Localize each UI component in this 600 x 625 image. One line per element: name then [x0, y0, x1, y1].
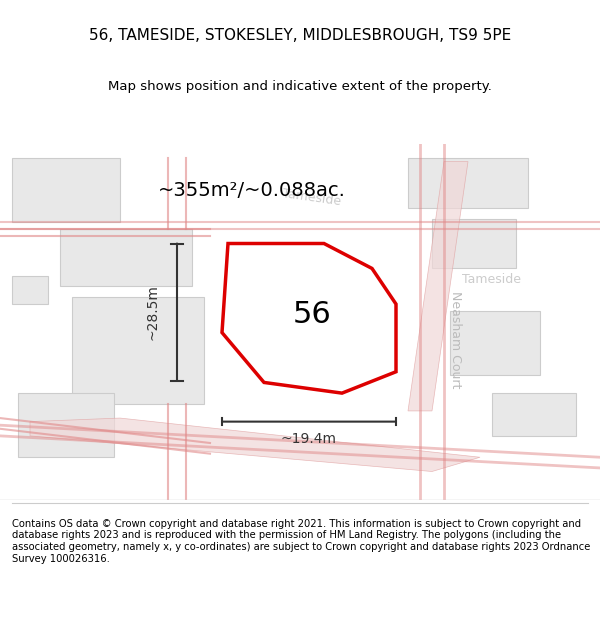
- Polygon shape: [408, 161, 468, 411]
- Text: ~19.4m: ~19.4m: [281, 432, 337, 446]
- Text: 56, TAMESIDE, STOKESLEY, MIDDLESBROUGH, TS9 5PE: 56, TAMESIDE, STOKESLEY, MIDDLESBROUGH, …: [89, 28, 511, 44]
- Polygon shape: [72, 297, 204, 404]
- Text: Contains OS data © Crown copyright and database right 2021. This information is : Contains OS data © Crown copyright and d…: [12, 519, 590, 564]
- Text: Tameside: Tameside: [463, 272, 521, 286]
- Text: 56: 56: [293, 300, 331, 329]
- Text: Map shows position and indicative extent of the property.: Map shows position and indicative extent…: [108, 80, 492, 92]
- Text: ~28.5m: ~28.5m: [146, 284, 160, 340]
- Polygon shape: [432, 219, 516, 269]
- Polygon shape: [18, 393, 114, 458]
- Text: Tameside: Tameside: [282, 187, 342, 208]
- Polygon shape: [450, 311, 540, 375]
- Polygon shape: [408, 158, 528, 208]
- Text: Neasham Court: Neasham Court: [449, 291, 463, 388]
- Polygon shape: [30, 418, 480, 471]
- Polygon shape: [222, 244, 396, 393]
- Polygon shape: [492, 393, 576, 436]
- Polygon shape: [60, 229, 192, 286]
- Text: ~355m²/~0.088ac.: ~355m²/~0.088ac.: [158, 181, 346, 199]
- Polygon shape: [12, 276, 48, 304]
- Polygon shape: [12, 158, 120, 222]
